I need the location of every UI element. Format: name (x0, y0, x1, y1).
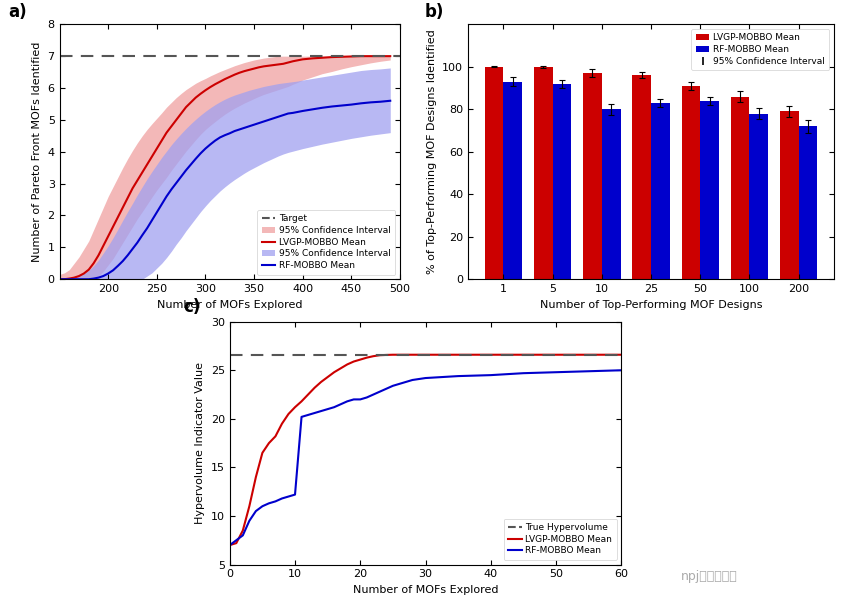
Bar (700, 101, 719, 279)
Bar (780, 112, 798, 279)
X-axis label: Number of Top-Performing MOF Designs: Number of Top-Performing MOF Designs (540, 300, 762, 310)
Legend: Target, 95% Confidence Interval, LVGP-MOBBO Mean, 95% Confidence Interval, RF-MO: Target, 95% Confidence Interval, LVGP-MO… (257, 210, 396, 275)
Text: c): c) (183, 298, 200, 316)
Bar (552, 84, 571, 279)
Bar (731, 97, 750, 279)
Bar (632, 75, 651, 279)
Bar (682, 86, 700, 279)
Legend: True Hypervolume, LVGP-MOBBO Mean, RF-MOBBO Mean: True Hypervolume, LVGP-MOBBO Mean, RF-MO… (504, 518, 617, 560)
Y-axis label: Hypervolume Indicator Value: Hypervolume Indicator Value (195, 362, 205, 524)
Bar (602, 109, 620, 279)
X-axis label: Number of MOFs Explored: Number of MOFs Explored (353, 585, 498, 595)
Bar (750, 114, 768, 279)
Bar (798, 126, 817, 279)
Bar (583, 73, 602, 279)
Bar (534, 67, 552, 279)
Y-axis label: % of Top-Performing MOF Designs Identified: % of Top-Performing MOF Designs Identifi… (426, 29, 437, 274)
Bar (485, 67, 504, 279)
Bar (651, 103, 670, 279)
Text: a): a) (9, 2, 27, 21)
Y-axis label: Number of Pareto Front MOFs Identified: Number of Pareto Front MOFs Identified (32, 41, 42, 262)
Text: b): b) (424, 2, 443, 21)
X-axis label: Number of MOFs Explored: Number of MOFs Explored (157, 300, 302, 310)
Legend: LVGP-MOBBO Mean, RF-MOBBO Mean, 95% Confidence Interval: LVGP-MOBBO Mean, RF-MOBBO Mean, 95% Conf… (691, 29, 830, 70)
Bar (504, 81, 522, 279)
Text: npj计算材料学: npj计算材料学 (681, 570, 738, 583)
